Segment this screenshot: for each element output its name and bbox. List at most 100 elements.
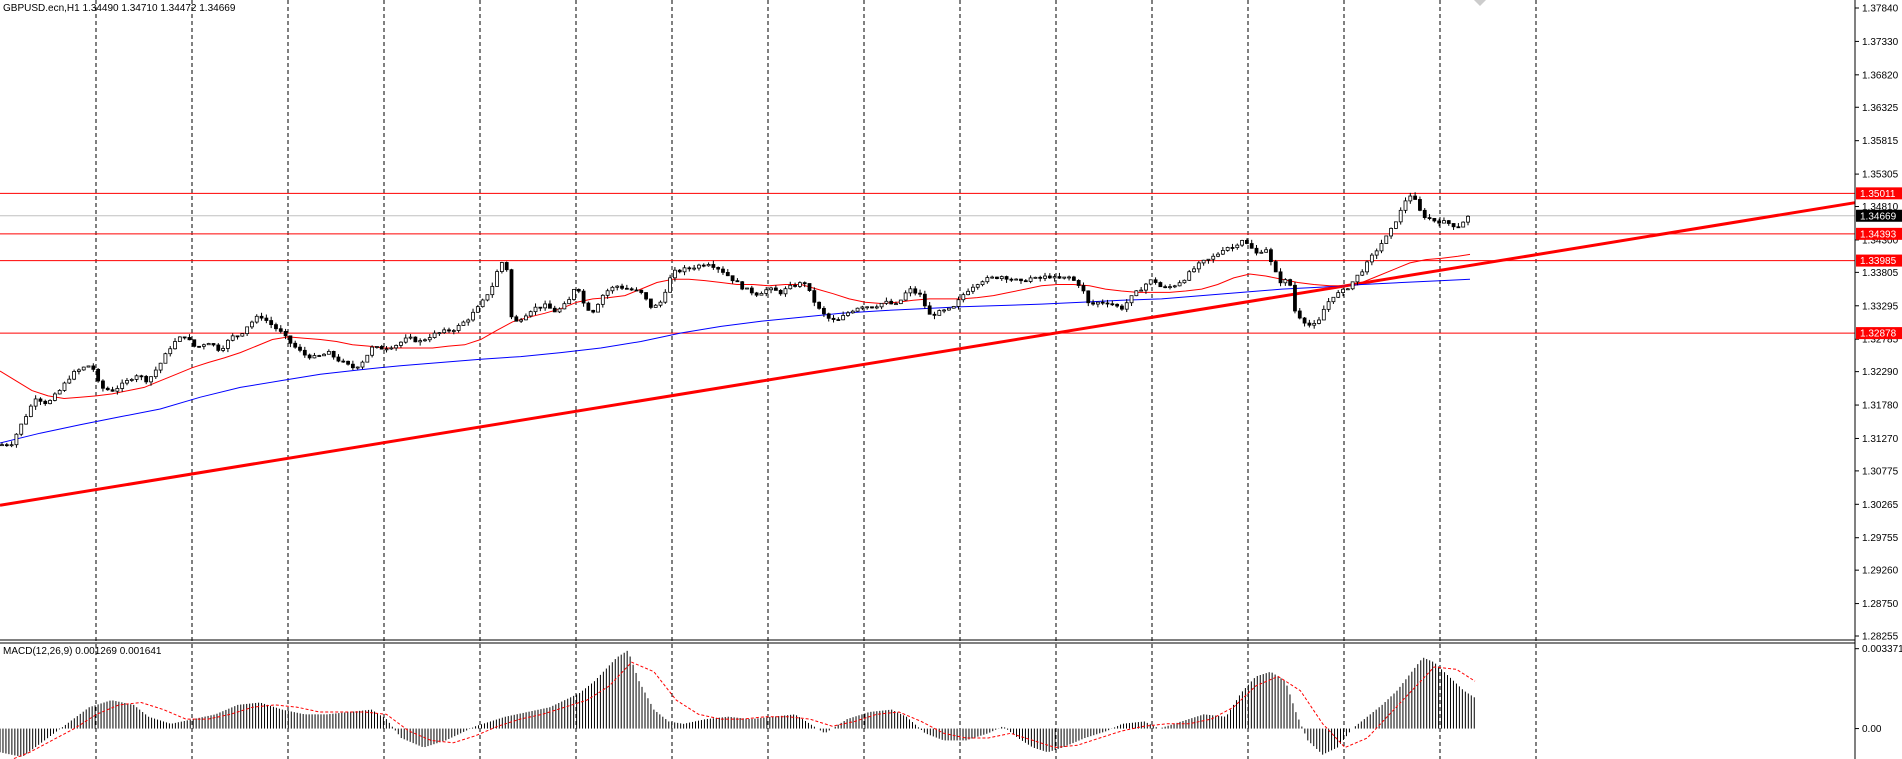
trendline[interactable] bbox=[0, 201, 1856, 507]
candle-body bbox=[1355, 274, 1360, 283]
macd-signal-line bbox=[11, 661, 1476, 759]
candle-body bbox=[370, 346, 375, 356]
candle-body bbox=[466, 319, 471, 323]
candle-body bbox=[1124, 302, 1129, 310]
candle-body bbox=[346, 360, 350, 365]
candle-body bbox=[898, 299, 903, 305]
candle-body bbox=[341, 360, 346, 363]
candle-body bbox=[485, 294, 490, 301]
candle-body bbox=[81, 366, 86, 371]
candle-body bbox=[451, 330, 456, 332]
candle-body bbox=[283, 331, 288, 337]
price-tick-label: 1.29260 bbox=[1862, 566, 1899, 577]
candle-body bbox=[745, 287, 749, 290]
candle-body bbox=[865, 306, 870, 309]
candle-body bbox=[1192, 268, 1196, 273]
candle-body bbox=[24, 416, 28, 425]
symbol-header: GBPUSD.ecn,H1 1.34490 1.34710 1.34472 1.… bbox=[3, 3, 236, 14]
candle-body bbox=[101, 380, 105, 389]
candle-body bbox=[677, 269, 682, 273]
candle-body bbox=[211, 343, 216, 346]
candle-body bbox=[1163, 286, 1168, 289]
candle-body bbox=[519, 319, 524, 322]
candle-body bbox=[711, 264, 716, 268]
candle-body bbox=[110, 389, 115, 392]
candle-body bbox=[927, 305, 932, 315]
candle-body bbox=[1091, 302, 1095, 305]
moving-average-fast bbox=[0, 253, 1471, 400]
candle-body bbox=[1326, 301, 1331, 310]
candle-body bbox=[62, 382, 67, 391]
candle-body bbox=[1148, 279, 1153, 285]
candle-body bbox=[509, 269, 514, 318]
candle-body bbox=[365, 354, 370, 363]
candle-body bbox=[1134, 290, 1139, 297]
candle-body bbox=[1129, 295, 1134, 304]
candle-body bbox=[1418, 199, 1422, 211]
candle-body bbox=[1398, 209, 1403, 223]
candle-body bbox=[600, 294, 605, 305]
candle-body bbox=[197, 345, 201, 348]
candle-body bbox=[769, 287, 773, 291]
candle-body bbox=[567, 299, 572, 305]
candle-body bbox=[1115, 303, 1120, 307]
candle-body bbox=[288, 335, 293, 344]
candle-body bbox=[302, 349, 307, 356]
macd-histogram bbox=[0, 650, 1475, 757]
candle-body bbox=[413, 336, 418, 343]
candle-body bbox=[1062, 276, 1067, 279]
candle-body bbox=[177, 336, 182, 342]
candle-body bbox=[480, 299, 485, 308]
candle-body bbox=[1365, 261, 1369, 273]
candle-body bbox=[764, 289, 769, 294]
candle-body bbox=[144, 375, 149, 383]
candle-body bbox=[1144, 283, 1148, 291]
level-tag: 1.32878 bbox=[1860, 329, 1897, 340]
candle-body bbox=[841, 315, 846, 321]
candle-body bbox=[322, 353, 326, 357]
price-tick-label: 1.31780 bbox=[1862, 401, 1899, 412]
candle-body bbox=[1442, 220, 1446, 224]
candle-body bbox=[836, 319, 841, 321]
candle-body bbox=[514, 316, 519, 322]
candle-body bbox=[1249, 243, 1254, 249]
candle-body bbox=[946, 307, 951, 311]
candle-body bbox=[96, 368, 101, 382]
candle-body bbox=[980, 281, 985, 286]
candle-body bbox=[1283, 279, 1288, 284]
candle-body bbox=[1403, 200, 1408, 211]
candle-body bbox=[1187, 271, 1192, 281]
candle-body bbox=[1312, 323, 1317, 326]
candle-body bbox=[4, 444, 9, 447]
candle-body bbox=[1071, 276, 1076, 281]
candle-body bbox=[1206, 258, 1211, 261]
price-tick-label: 1.32290 bbox=[1862, 367, 1899, 378]
candle-body bbox=[1307, 322, 1312, 326]
price-tick-label: 1.33295 bbox=[1862, 301, 1899, 312]
candle-body bbox=[615, 285, 620, 288]
candle-body bbox=[740, 281, 745, 290]
candle-body bbox=[817, 301, 822, 309]
candle-body bbox=[77, 369, 81, 372]
price-tick-label: 1.35305 bbox=[1862, 170, 1899, 181]
candle-body bbox=[1028, 277, 1033, 282]
candle-body bbox=[48, 400, 52, 405]
candle-body bbox=[1105, 302, 1110, 305]
candle-body bbox=[475, 306, 480, 313]
candle-body bbox=[648, 298, 653, 308]
candle-body bbox=[1033, 276, 1038, 279]
price-scale[interactable]: 1.37840 1.37330 1.36820 1.36325 1.35815 1.353… bbox=[1855, 4, 1899, 643]
candle-body bbox=[1451, 223, 1456, 228]
candle-body bbox=[889, 300, 894, 305]
candle-body bbox=[543, 303, 548, 309]
horizontal-levels[interactable] bbox=[0, 192, 1855, 334]
candle-body bbox=[951, 306, 956, 309]
candle-body bbox=[153, 369, 158, 378]
candle-body bbox=[504, 262, 509, 271]
price-tick-label: 1.36325 bbox=[1862, 103, 1899, 114]
candle-body bbox=[1120, 305, 1124, 310]
candle-body bbox=[783, 288, 788, 295]
candle-body bbox=[1168, 286, 1172, 289]
candle-body bbox=[1153, 279, 1158, 283]
candle-body bbox=[1254, 247, 1259, 254]
